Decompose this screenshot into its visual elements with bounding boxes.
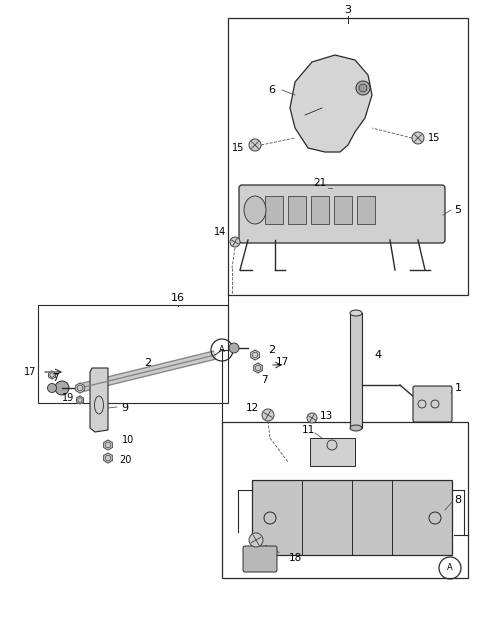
Text: 20: 20: [119, 455, 131, 465]
Circle shape: [356, 81, 370, 95]
Ellipse shape: [350, 425, 362, 431]
Circle shape: [249, 533, 263, 547]
Polygon shape: [253, 363, 263, 373]
Text: 15: 15: [232, 143, 244, 153]
Bar: [311, 196, 329, 224]
Bar: [252, 480, 452, 555]
Polygon shape: [76, 396, 84, 404]
Circle shape: [55, 381, 69, 395]
Circle shape: [412, 132, 424, 144]
Text: 4: 4: [374, 350, 382, 360]
Text: 15: 15: [428, 133, 440, 143]
Circle shape: [249, 139, 261, 151]
Circle shape: [307, 413, 317, 423]
Text: 21: 21: [313, 178, 326, 188]
Text: 1: 1: [455, 383, 461, 393]
Text: 8: 8: [455, 495, 462, 505]
Text: 17: 17: [276, 357, 288, 367]
Bar: [357, 196, 375, 224]
Text: 14: 14: [214, 227, 226, 237]
Bar: [334, 196, 352, 224]
FancyBboxPatch shape: [413, 386, 452, 422]
Polygon shape: [290, 55, 372, 152]
Text: 17: 17: [24, 367, 36, 377]
Text: 9: 9: [121, 403, 129, 413]
Text: 19: 19: [62, 393, 74, 403]
Bar: [38, 305, 228, 403]
Polygon shape: [251, 350, 259, 360]
Bar: [265, 196, 283, 224]
Polygon shape: [90, 368, 108, 432]
Polygon shape: [76, 383, 84, 393]
Polygon shape: [104, 453, 112, 463]
Text: 10: 10: [122, 435, 134, 445]
Ellipse shape: [350, 310, 362, 316]
FancyBboxPatch shape: [239, 185, 445, 243]
Polygon shape: [48, 371, 56, 379]
Text: A: A: [447, 564, 453, 572]
Circle shape: [359, 84, 367, 92]
Text: A: A: [219, 345, 225, 355]
Text: 5: 5: [455, 205, 461, 215]
Text: 13: 13: [319, 411, 333, 421]
Bar: [288, 196, 306, 224]
Circle shape: [230, 237, 240, 247]
Text: 12: 12: [245, 403, 259, 413]
Text: 11: 11: [301, 425, 314, 435]
Polygon shape: [104, 440, 112, 450]
Text: 3: 3: [345, 5, 351, 15]
Circle shape: [48, 384, 57, 392]
Text: 2: 2: [268, 345, 276, 355]
Text: 7: 7: [261, 375, 267, 385]
Circle shape: [229, 343, 239, 353]
Bar: [222, 422, 468, 578]
Text: 18: 18: [288, 553, 301, 563]
Text: 2: 2: [144, 358, 152, 368]
Ellipse shape: [244, 196, 266, 224]
Bar: [310, 438, 355, 466]
Text: 7: 7: [52, 373, 58, 383]
Bar: [350, 313, 362, 428]
Text: 16: 16: [171, 293, 185, 303]
Bar: [228, 18, 468, 295]
FancyBboxPatch shape: [243, 546, 277, 572]
Circle shape: [262, 409, 274, 421]
Text: 6: 6: [268, 85, 276, 95]
